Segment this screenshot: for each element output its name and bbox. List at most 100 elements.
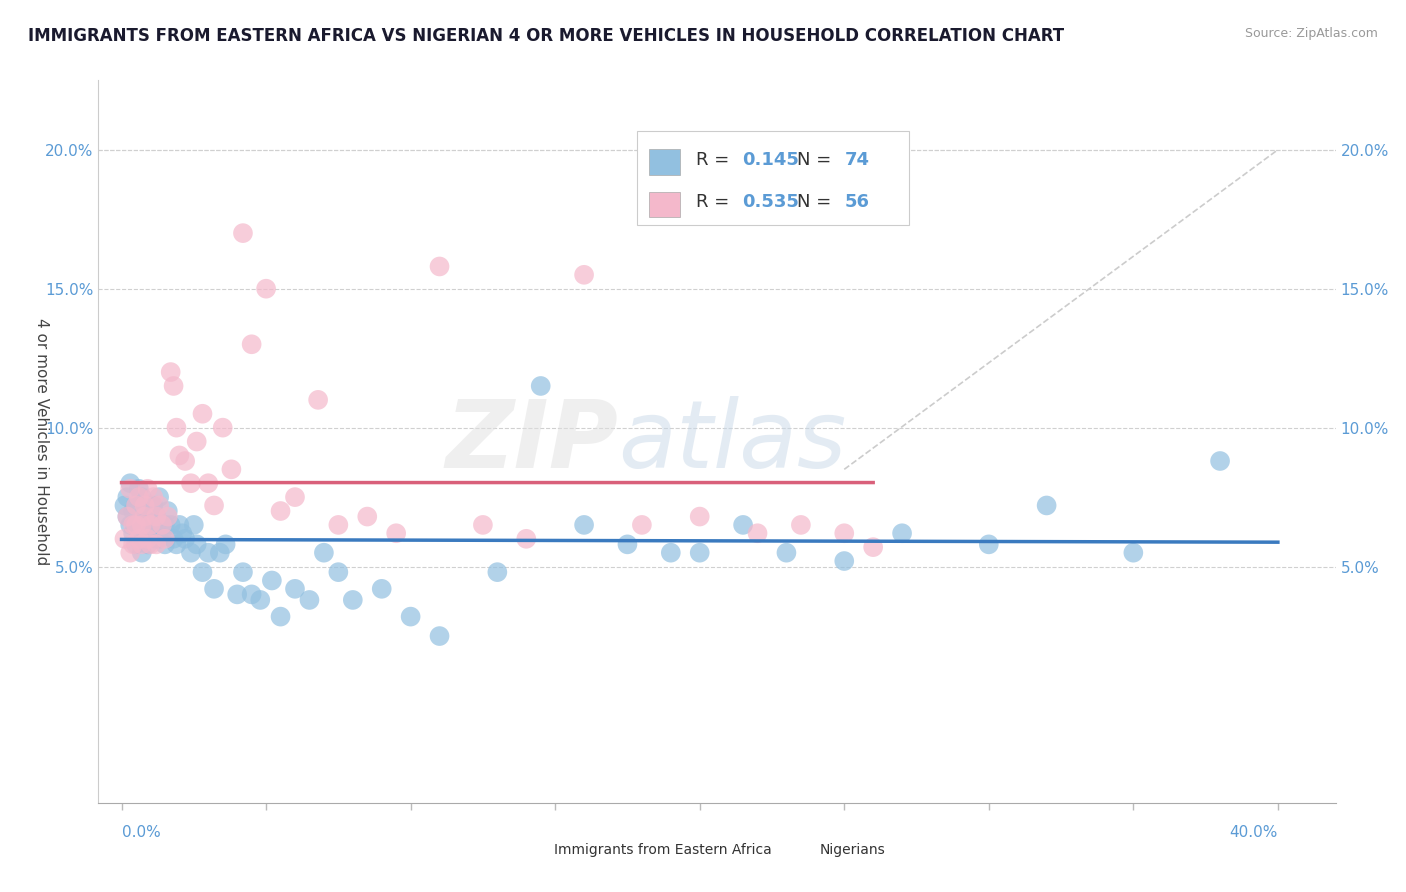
Point — [429, 260, 451, 274]
Point — [180, 476, 202, 491]
Point — [180, 546, 202, 560]
Point — [139, 517, 162, 532]
Point — [131, 517, 153, 532]
Point — [572, 517, 595, 532]
Point — [131, 490, 153, 504]
Point — [136, 537, 159, 551]
Point — [169, 449, 191, 463]
Point — [530, 379, 553, 393]
Point — [128, 482, 150, 496]
Point — [142, 499, 165, 513]
Point — [159, 365, 181, 379]
Point — [122, 517, 145, 532]
Point — [128, 532, 150, 546]
Point — [145, 509, 167, 524]
Point — [174, 454, 197, 468]
Text: R =: R = — [696, 151, 735, 169]
Point — [689, 509, 711, 524]
Text: N =: N = — [797, 194, 838, 211]
Text: Immigrants from Eastern Africa: Immigrants from Eastern Africa — [554, 844, 772, 857]
Point — [370, 582, 392, 596]
Point — [145, 537, 167, 551]
Point — [284, 582, 307, 596]
Point — [166, 537, 188, 551]
Point — [328, 565, 350, 579]
Point — [486, 565, 509, 579]
Point — [174, 532, 197, 546]
Point — [226, 587, 249, 601]
Point — [254, 282, 277, 296]
Point — [572, 268, 595, 282]
Point — [270, 504, 292, 518]
Point — [122, 537, 145, 551]
Point — [114, 532, 136, 546]
FancyBboxPatch shape — [519, 842, 547, 862]
Point — [197, 476, 219, 491]
Point — [150, 526, 173, 541]
Point — [790, 517, 813, 532]
Point — [471, 517, 494, 532]
Point — [232, 226, 254, 240]
Text: 0.535: 0.535 — [742, 194, 799, 211]
Point — [148, 499, 170, 513]
Point — [125, 517, 148, 532]
Point — [125, 537, 148, 551]
Text: atlas: atlas — [619, 396, 846, 487]
Point — [977, 537, 1000, 551]
Point — [197, 546, 219, 560]
Point — [399, 609, 422, 624]
Point — [131, 509, 153, 524]
Point — [202, 582, 225, 596]
Point — [429, 629, 451, 643]
Point — [120, 546, 142, 560]
Text: Source: ZipAtlas.com: Source: ZipAtlas.com — [1244, 27, 1378, 40]
Point — [162, 532, 184, 546]
Point — [733, 517, 755, 532]
Point — [312, 546, 335, 560]
Point — [240, 587, 263, 601]
Point — [172, 526, 194, 541]
Point — [689, 546, 711, 560]
Text: R =: R = — [696, 194, 735, 211]
Point — [342, 593, 364, 607]
Point — [232, 565, 254, 579]
Point — [122, 526, 145, 541]
Point — [131, 546, 153, 560]
Point — [139, 537, 162, 551]
Point — [515, 532, 537, 546]
Point — [631, 517, 654, 532]
Point — [832, 554, 855, 568]
Point — [186, 434, 208, 449]
Point — [260, 574, 283, 588]
FancyBboxPatch shape — [637, 131, 908, 225]
Point — [191, 565, 214, 579]
Point — [356, 509, 378, 524]
Text: 40.0%: 40.0% — [1229, 825, 1278, 840]
Point — [145, 532, 167, 546]
Text: IMMIGRANTS FROM EASTERN AFRICA VS NIGERIAN 4 OR MORE VEHICLES IN HOUSEHOLD CORRE: IMMIGRANTS FROM EASTERN AFRICA VS NIGERI… — [28, 27, 1064, 45]
Point — [1122, 546, 1144, 560]
FancyBboxPatch shape — [650, 149, 681, 175]
Point — [145, 509, 167, 524]
Point — [616, 537, 638, 551]
Point — [208, 546, 231, 560]
Point — [307, 392, 329, 407]
Point — [891, 526, 914, 541]
Point — [284, 490, 307, 504]
Point — [169, 517, 191, 532]
Text: 0.145: 0.145 — [742, 151, 799, 169]
Text: 56: 56 — [845, 194, 869, 211]
Point — [156, 509, 179, 524]
Point — [162, 379, 184, 393]
Point — [153, 517, 176, 532]
Point — [202, 499, 225, 513]
Point — [148, 490, 170, 504]
Point — [120, 476, 142, 491]
Point — [214, 537, 236, 551]
Point — [775, 546, 797, 560]
FancyBboxPatch shape — [785, 842, 813, 862]
Point — [166, 420, 188, 434]
Point — [122, 504, 145, 518]
Point — [128, 490, 150, 504]
Point — [134, 504, 156, 518]
